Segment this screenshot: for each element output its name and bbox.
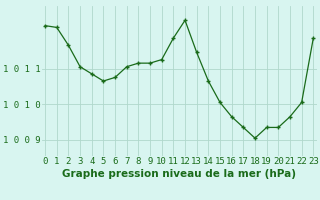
X-axis label: Graphe pression niveau de la mer (hPa): Graphe pression niveau de la mer (hPa): [62, 169, 296, 179]
